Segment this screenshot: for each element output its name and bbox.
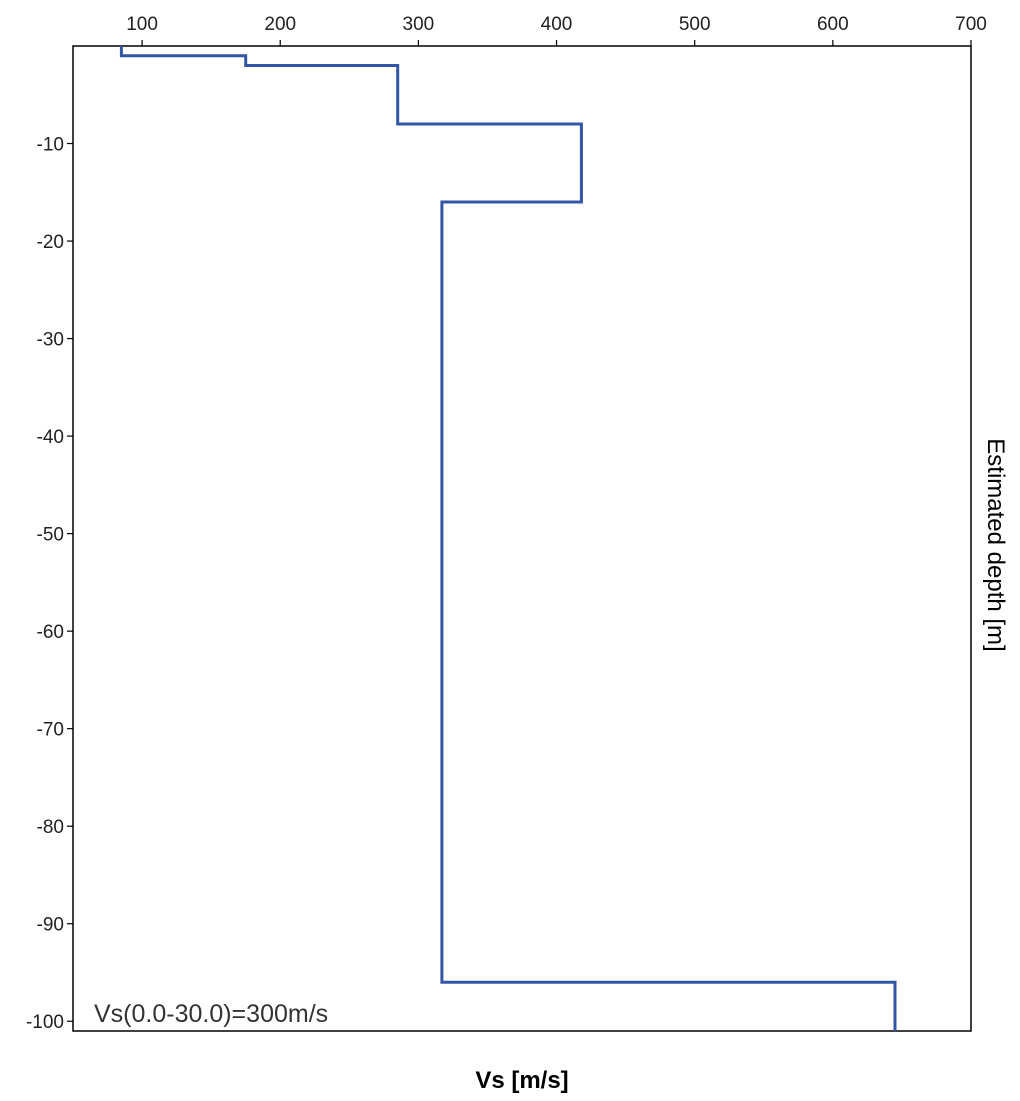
- y-tick-label: -70: [37, 720, 64, 741]
- x-tick-label: 100: [126, 14, 158, 35]
- y-tick-label: -30: [37, 330, 64, 351]
- y-tick-label: -50: [37, 525, 64, 546]
- y-tick-label: -60: [37, 622, 64, 643]
- x-tick-label: 400: [541, 14, 573, 35]
- vs-profile-line: [119, 46, 897, 1031]
- y-axis-ticks: -10 -20 -30 -40 -50 -60 -70 -80 -90 -100: [26, 135, 73, 1033]
- x-tick-label: 600: [817, 14, 849, 35]
- x-tick-label: 200: [264, 14, 296, 35]
- y-tick-label: -90: [37, 915, 64, 936]
- y-tick-label: -20: [37, 232, 64, 253]
- y-tick-label: -40: [37, 427, 64, 448]
- y-tick-label: -10: [37, 135, 64, 156]
- x-tick-label: 300: [403, 14, 435, 35]
- y-axis-title: Estimated depth [m]: [982, 438, 1009, 651]
- y-tick-label: -80: [37, 817, 64, 838]
- x-tick-label: 500: [679, 14, 711, 35]
- y-tick-label: -100: [26, 1012, 64, 1033]
- x-axis-ticks: 100 200 300 400 500 600 700: [126, 14, 987, 46]
- plot-frame: [72, 45, 972, 1032]
- x-axis-title: Vs [m/s]: [475, 1067, 568, 1094]
- x-tick-label: 700: [955, 14, 987, 35]
- vs30-annotation: Vs(0.0-30.0)=300m/s: [94, 1000, 328, 1028]
